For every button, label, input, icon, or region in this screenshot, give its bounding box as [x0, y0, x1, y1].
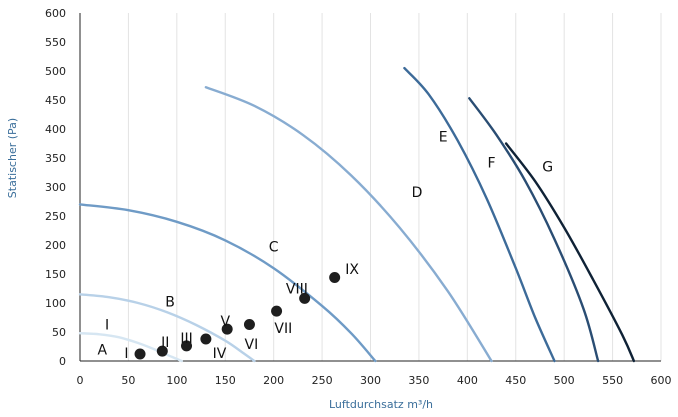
x-tick-label: 300 — [360, 374, 381, 387]
curve-label: C — [269, 240, 279, 256]
curve-e — [403, 66, 556, 363]
x-tick-label: 150 — [215, 374, 236, 387]
point-label: IX — [345, 262, 359, 278]
curve-labels: A B C D E F G I — [97, 130, 553, 359]
x-tick-label: 600 — [651, 374, 672, 387]
point-label: VII — [274, 321, 292, 337]
curve-g — [504, 142, 636, 363]
curve-label: I — [105, 317, 109, 333]
x-tick-label: 350 — [408, 374, 429, 387]
grid-lines — [127, 13, 662, 361]
point-label: III — [180, 331, 192, 347]
point-label: IV — [213, 346, 227, 362]
x-tick-label: 450 — [505, 374, 526, 387]
x-tick-label: 0 — [77, 374, 84, 387]
curve-c — [78, 203, 377, 363]
x-tick-label: 100 — [166, 374, 187, 387]
x-tick-labels: 0 50 100 150 200 250 300 350 400 450 500 550 600 — [77, 374, 672, 387]
x-axis-title: Luftdurchsatz m³/h — [329, 398, 433, 411]
operating-point — [243, 318, 255, 330]
curve-label: A — [97, 342, 107, 358]
curve-label: B — [165, 294, 175, 310]
x-tick-label: 400 — [457, 374, 478, 387]
y-tick-label: 50 — [52, 326, 66, 339]
curve-label: G — [542, 160, 553, 176]
curve-d — [204, 86, 493, 363]
point-label: I — [124, 346, 128, 362]
curve-b — [78, 293, 256, 363]
point-label: VIII — [286, 282, 308, 298]
operating-point — [329, 271, 341, 283]
y-tick-labels: 0 50 100 150 200 250 300 350 400 450 500 550 600 — [45, 7, 66, 368]
x-tick-label: 50 — [121, 374, 135, 387]
y-tick-label: 600 — [45, 7, 66, 20]
operating-point — [134, 348, 146, 360]
curves — [78, 66, 636, 363]
x-tick-label: 200 — [263, 374, 284, 387]
y-tick-label: 350 — [45, 152, 66, 165]
y-tick-label: 550 — [45, 36, 66, 49]
operating-point — [271, 305, 283, 317]
curve-a — [78, 332, 183, 363]
point-label: II — [161, 335, 169, 351]
y-tick-label: 250 — [45, 210, 66, 223]
y-tick-label: 300 — [45, 181, 66, 194]
curve-f — [468, 97, 600, 363]
y-tick-label: 200 — [45, 239, 66, 252]
point-label: V — [220, 314, 230, 330]
y-tick-label: 500 — [45, 65, 66, 78]
curve-label: F — [488, 156, 496, 172]
x-tick-label: 550 — [602, 374, 623, 387]
y-tick-label: 0 — [59, 355, 66, 368]
y-axis-title: Statischer (Pa) — [6, 118, 19, 198]
operating-point — [299, 292, 311, 304]
operating-point — [221, 323, 233, 335]
y-tick-label: 150 — [45, 268, 66, 281]
operating-point — [181, 340, 193, 352]
point-label: VI — [245, 337, 259, 353]
y-tick-label: 100 — [45, 297, 66, 310]
operating-point — [156, 345, 168, 357]
curve-label: E — [439, 130, 448, 146]
curve-label: D — [412, 185, 423, 201]
y-tick-label: 400 — [45, 123, 66, 136]
y-tick-label: 450 — [45, 94, 66, 107]
x-tick-label: 250 — [312, 374, 333, 387]
x-tick-label: 500 — [554, 374, 575, 387]
operating-point — [200, 333, 212, 345]
